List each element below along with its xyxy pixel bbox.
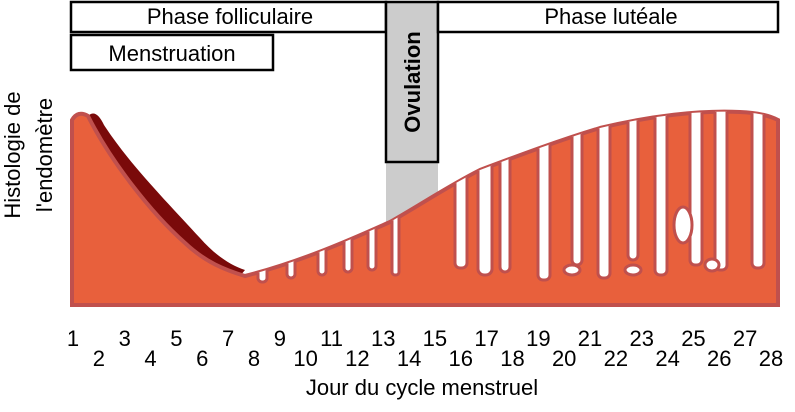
- day-label: 27: [733, 326, 757, 351]
- day-label: 21: [578, 326, 602, 351]
- phase-label: Ovulation: [400, 31, 425, 132]
- day-label: 8: [248, 346, 260, 371]
- x-axis-label: Jour du cycle menstruel: [306, 375, 538, 400]
- day-label: 6: [196, 346, 208, 371]
- day-label: 11: [320, 326, 343, 351]
- day-label: 26: [707, 346, 731, 371]
- day-label: 4: [144, 346, 156, 371]
- day-label: 13: [371, 326, 395, 351]
- day-label: 2: [93, 346, 105, 371]
- day-label: 16: [449, 346, 473, 371]
- phase-box: [69, 33, 275, 72]
- day-label: 25: [681, 326, 705, 351]
- day-label: 12: [345, 346, 369, 371]
- day-label: 28: [759, 346, 783, 371]
- day-label: 15: [423, 326, 447, 351]
- day-label: 24: [655, 346, 679, 371]
- day-label: 19: [526, 326, 550, 351]
- day-label: 10: [293, 346, 317, 371]
- day-label: 1: [67, 326, 79, 351]
- day-label: 23: [629, 326, 653, 351]
- y-axis-label: l'endomètre: [32, 98, 57, 212]
- day-label: 5: [170, 326, 182, 351]
- phase-box: [384, 0, 440, 164]
- day-label: 14: [397, 346, 421, 371]
- phase-label: Menstruation: [108, 41, 235, 66]
- day-labels: 1234567891011121314151617181920212223242…: [67, 326, 783, 371]
- day-label: 9: [274, 326, 286, 351]
- day-label: 7: [222, 326, 234, 351]
- day-label: 17: [474, 326, 498, 351]
- phase-label: Phase lutéale: [544, 4, 677, 29]
- y-axis-label: Histologie de: [0, 91, 25, 218]
- day-label: 20: [552, 346, 576, 371]
- day-label: 18: [500, 346, 524, 371]
- day-label: 3: [119, 326, 131, 351]
- day-label: 22: [604, 346, 628, 371]
- phase-label: Phase folliculaire: [147, 4, 313, 29]
- phase-box: [436, 0, 780, 34]
